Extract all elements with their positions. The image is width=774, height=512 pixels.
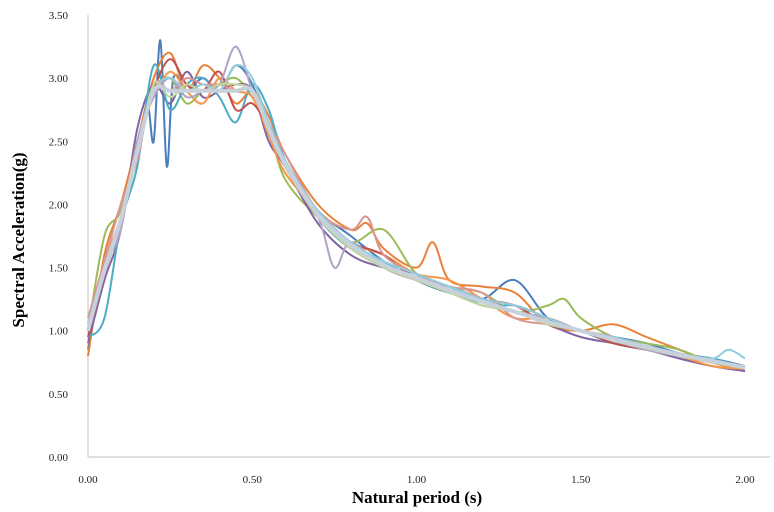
series-line-5	[87, 63, 746, 370]
series-line-8	[87, 77, 746, 368]
x-tick-label: 0.50	[243, 474, 263, 486]
y-tick-label: 3.50	[49, 10, 69, 22]
y-axis-title: Spectral Acceleration(g)	[9, 152, 28, 327]
y-tick-labels: 0.00 0.50 1.00 1.50 2.00 2.50 3.00 3.50	[49, 10, 69, 464]
axes	[87, 15, 770, 458]
x-tick-label: 0.00	[78, 474, 98, 486]
series-line-7	[87, 58, 746, 368]
series-line-2	[87, 51, 746, 373]
y-tick-label: 3.00	[49, 73, 69, 85]
series-line-10	[87, 64, 746, 360]
y-tick-label: 2.50	[49, 136, 69, 148]
x-tick-label: 2.00	[735, 474, 755, 486]
y-tick-label: 2.00	[49, 199, 69, 211]
y-tick-label: 0.00	[49, 452, 69, 464]
x-tick-label: 1.50	[571, 474, 591, 486]
y-tick-label: 0.50	[49, 389, 69, 401]
series-line-11	[87, 81, 746, 370]
series-line-9	[87, 45, 746, 370]
series-line-4	[87, 70, 746, 373]
series-line-3	[87, 76, 746, 370]
series-line-12	[86, 84, 746, 370]
series-line-6	[87, 70, 746, 370]
x-tick-label: 1.00	[407, 474, 427, 486]
y-tick-label: 1.50	[49, 263, 69, 275]
x-tick-labels: 0.00 0.50 1.00 1.50 2.00	[78, 474, 755, 486]
x-axis-title: Natural period (s)	[352, 488, 482, 507]
y-tick-label: 1.00	[49, 326, 69, 338]
series-layer	[86, 39, 746, 373]
